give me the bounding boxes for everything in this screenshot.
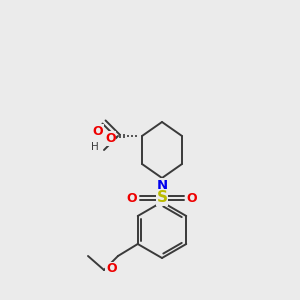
Text: O: O <box>187 191 197 205</box>
Text: O: O <box>92 125 103 138</box>
Text: O: O <box>127 191 137 205</box>
Text: O: O <box>106 262 117 275</box>
Text: H: H <box>91 142 99 152</box>
Text: S: S <box>157 190 167 206</box>
Text: O: O <box>105 132 116 145</box>
Text: N: N <box>156 179 168 192</box>
